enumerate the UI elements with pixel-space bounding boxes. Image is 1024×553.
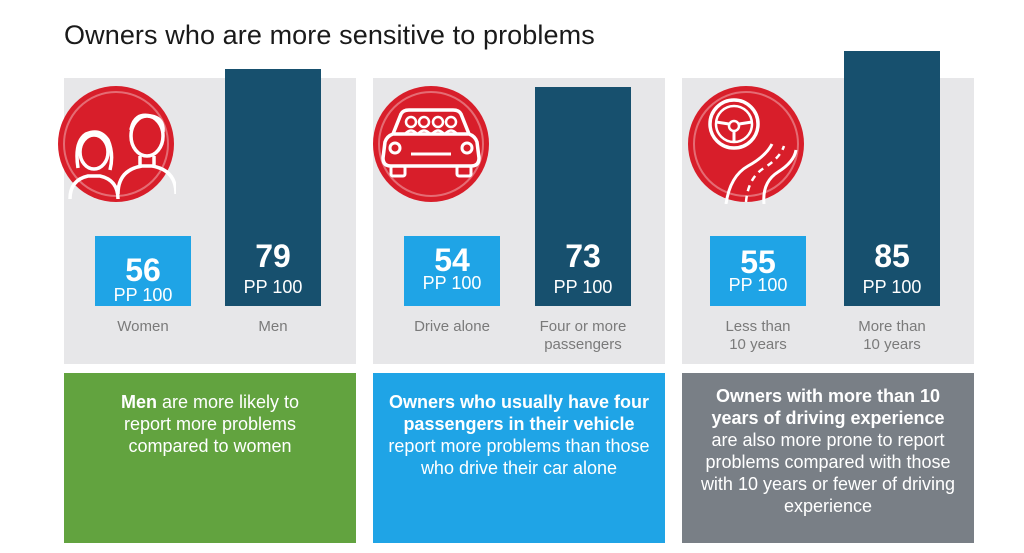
page-title: Owners who are more sensitive to problem… xyxy=(64,20,595,50)
bar-more-than-10-years: 85 PP 100 xyxy=(844,51,940,306)
bar-value: 55 xyxy=(740,244,776,280)
summary-bold: Men xyxy=(120,392,157,412)
category-label: More than 10 years xyxy=(858,318,926,353)
chart-panel-gender: 56 PP 100 79 PP 100 Women Men xyxy=(58,69,356,364)
steering-wheel-road-icon xyxy=(686,84,806,204)
category-label: Less than 10 years xyxy=(725,318,791,353)
summary-text: are also more prone to report problems c… xyxy=(700,430,956,516)
bar-unit: PP 100 xyxy=(553,277,613,297)
category-label: Four or more passengers xyxy=(539,318,627,353)
car-passengers-icon xyxy=(371,84,491,204)
bar-men: 79 PP 100 xyxy=(225,69,321,306)
bar-unit: PP 100 xyxy=(113,285,173,305)
bar-women: 56 PP 100 xyxy=(95,236,191,306)
bar-unit: PP 100 xyxy=(728,275,788,295)
bar-unit: PP 100 xyxy=(422,273,482,293)
bar-four-or-more-passengers: 73 PP 100 xyxy=(535,87,631,306)
summary-text: are more likely to report more problems … xyxy=(123,392,300,456)
category-label: Women xyxy=(117,318,169,335)
bar-value: 79 xyxy=(255,238,291,274)
bar-value: 56 xyxy=(125,252,161,288)
bar-less-than-10-years: 55 PP 100 xyxy=(710,236,806,306)
bar-unit: PP 100 xyxy=(243,277,303,297)
bar-value: 54 xyxy=(434,242,470,278)
summary-bold: Owners who usually have four passengers … xyxy=(388,392,650,434)
chart-panel-driving-experience: 55 PP 100 85 PP 100 Less than 10 years M… xyxy=(682,51,974,364)
category-label: Drive alone xyxy=(414,318,490,335)
bar-value: 73 xyxy=(565,238,601,274)
summary-box-driving-experience: Owners with more than 10 years of drivin… xyxy=(682,373,974,543)
category-label: Men xyxy=(258,318,288,335)
summary-box-gender: Men are more likely to report more probl… xyxy=(64,373,356,543)
summary-box-passengers: Owners who usually have four passengers … xyxy=(373,373,665,543)
summary-text: report more problems than those who driv… xyxy=(388,436,650,478)
bar-value: 85 xyxy=(874,238,910,274)
bar-drive-alone: 54 PP 100 xyxy=(404,236,500,306)
summary-bold: Owners with more than 10 years of drivin… xyxy=(711,386,945,428)
people-icon xyxy=(56,84,176,204)
chart-panel-passengers: 54 PP 100 73 PP 100 Drive alone Four or … xyxy=(373,78,665,364)
bar-unit: PP 100 xyxy=(862,277,922,297)
